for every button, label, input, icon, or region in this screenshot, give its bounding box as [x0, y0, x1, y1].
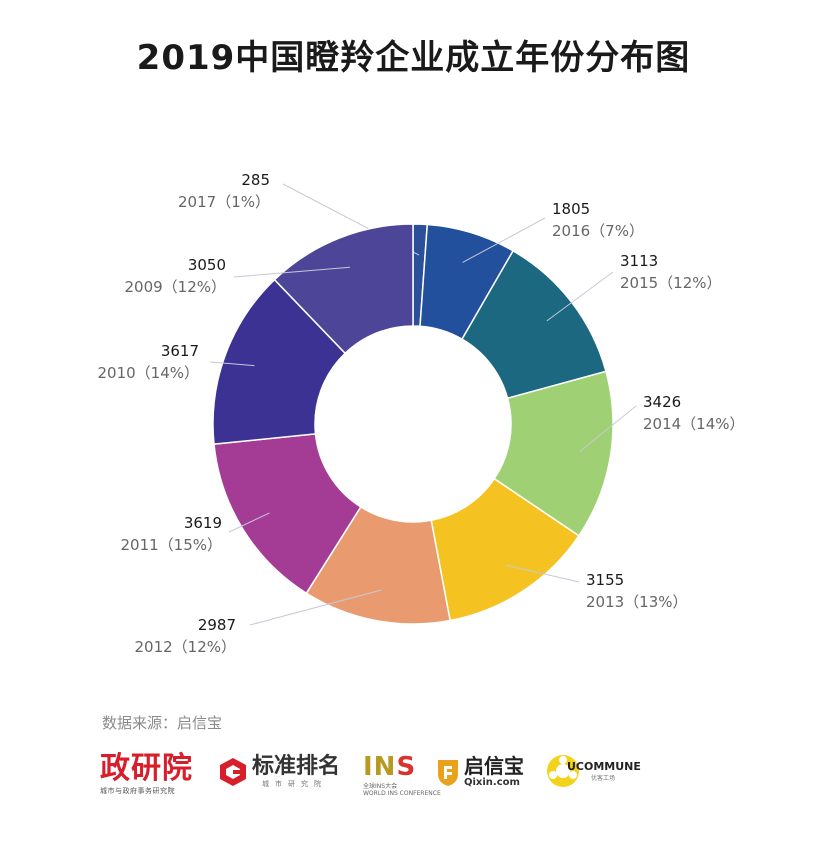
year-label-2009: 2009（12%）	[124, 278, 226, 296]
donut-chart: 285 2017（1%） 1805 2016（7%） 3113 2015（12%） 3426…	[97, 171, 745, 656]
year-label-2010: 2010（14%）	[97, 364, 199, 382]
value-label-2010: 3617	[161, 342, 199, 360]
leader-line-2016	[462, 217, 546, 263]
donut-slice-2009	[273, 223, 414, 355]
value-label-2015: 3113	[620, 252, 658, 270]
year-label-2013: 2013（13%）	[586, 593, 688, 611]
ins-logo: INS 全球INS大会 WORLD INS CONFERENCE	[363, 753, 441, 797]
leader-line-2011	[228, 512, 270, 533]
value-label-2012: 2987	[198, 616, 236, 634]
zhengyanyuan-logo-text: 政研院	[100, 751, 193, 786]
leader-line-2013	[505, 564, 580, 583]
qixinbao-logo-text: 启信宝	[464, 754, 524, 778]
ucommune-logo: UCOMMUNE 优客工场	[545, 753, 641, 789]
donut-slice-2010	[212, 278, 347, 445]
data-source: 数据来源：启信宝	[102, 714, 223, 732]
ins-logo-subtext: WORLD INS CONFERENCE	[363, 790, 441, 797]
year-label-2016: 2016（7%）	[552, 222, 644, 240]
leader-line-2014	[579, 405, 637, 452]
ins-logo-text-b: S	[396, 752, 417, 782]
value-label-2016: 1805	[552, 200, 590, 218]
biaozhunpaiming-logo: 标准排名 城市研究院	[218, 755, 340, 789]
leader-line-2012	[249, 589, 382, 626]
leader-line-2010	[209, 361, 255, 367]
biaozhunpaiming-icon	[220, 758, 246, 786]
ins-logo-text: INS	[363, 753, 416, 781]
ins-logo-text-a: IN	[363, 752, 397, 782]
qixinbao-shield-icon	[438, 759, 458, 786]
year-label-2014: 2014（14%）	[643, 415, 745, 433]
zhengyanyuan-logo: 政研院 城市与政府事务研究院	[100, 753, 193, 796]
ucommune-logo-text: UCOMMUNE	[567, 760, 641, 773]
ucommune-icon	[547, 755, 579, 787]
year-label-2011: 2011（15%）	[120, 536, 222, 554]
biaozhunpaiming-logo-text: 标准排名	[252, 754, 341, 779]
leader-line-2015	[546, 271, 614, 322]
year-label-2012: 2012（12%）	[134, 638, 236, 656]
qixinbao-logo: 启信宝 Qixin.com	[436, 755, 524, 788]
year-label-2015: 2015（12%）	[620, 274, 722, 292]
leader-line-2009	[233, 266, 350, 278]
logo-bar: 政研院 城市与政府事务研究院 标准排名 城市研究院 INS 全球INS大会 WO…	[0, 745, 827, 805]
ucommune-logo-subtext: 优客工场	[591, 775, 616, 782]
value-label-2011: 3619	[184, 514, 222, 532]
zhengyanyuan-logo-subtext: 城市与政府事务研究院	[100, 787, 175, 795]
biaozhunpaiming-logo-subtext: 城市研究院	[262, 780, 327, 788]
chart-title: 2019中国瞪羚企业成立年份分布图	[136, 38, 691, 78]
value-label-2013: 3155	[586, 571, 624, 589]
value-label-2014: 3426	[643, 393, 681, 411]
value-label-2009: 3050	[188, 256, 226, 274]
year-label-2017: 2017（1%）	[178, 193, 270, 211]
qixinbao-logo-subtext: Qixin.com	[464, 777, 520, 788]
donut-slice-2011	[213, 433, 362, 595]
ins-logo-cn: 全球INS大会	[363, 783, 398, 790]
value-label-2017: 285	[241, 171, 270, 189]
